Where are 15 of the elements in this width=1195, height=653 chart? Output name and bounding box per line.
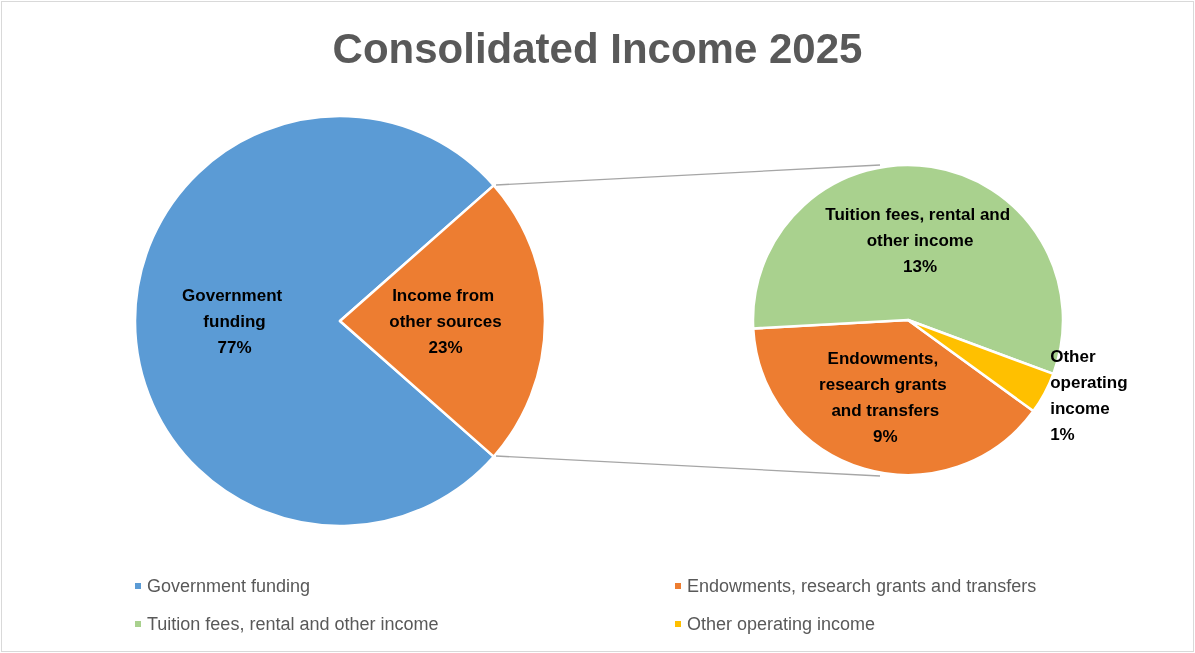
data-label: 13% (903, 256, 938, 276)
legend-label: Tuition fees, rental and other income (147, 614, 439, 634)
slice-label: Government funding (182, 285, 287, 331)
slice-label: Endowments, research grants and transfers (819, 348, 952, 420)
data-label: 9% (872, 426, 898, 446)
slice-label: Tuition fees, rental and other income (825, 204, 1015, 250)
legend-label: Other operating income (687, 614, 876, 634)
data-label: 77% (217, 337, 252, 357)
legend-label: Government funding (147, 576, 311, 596)
legend-label: Endowments, research grants and transfers (687, 576, 1037, 596)
data-label: 1% (1050, 424, 1075, 444)
slice-label: Other operating income (1050, 346, 1133, 418)
data-label: 23% (428, 337, 463, 357)
chart-title: Consolidated Income 2025 (332, 24, 863, 72)
slice-label: Income from other sources (389, 285, 502, 331)
